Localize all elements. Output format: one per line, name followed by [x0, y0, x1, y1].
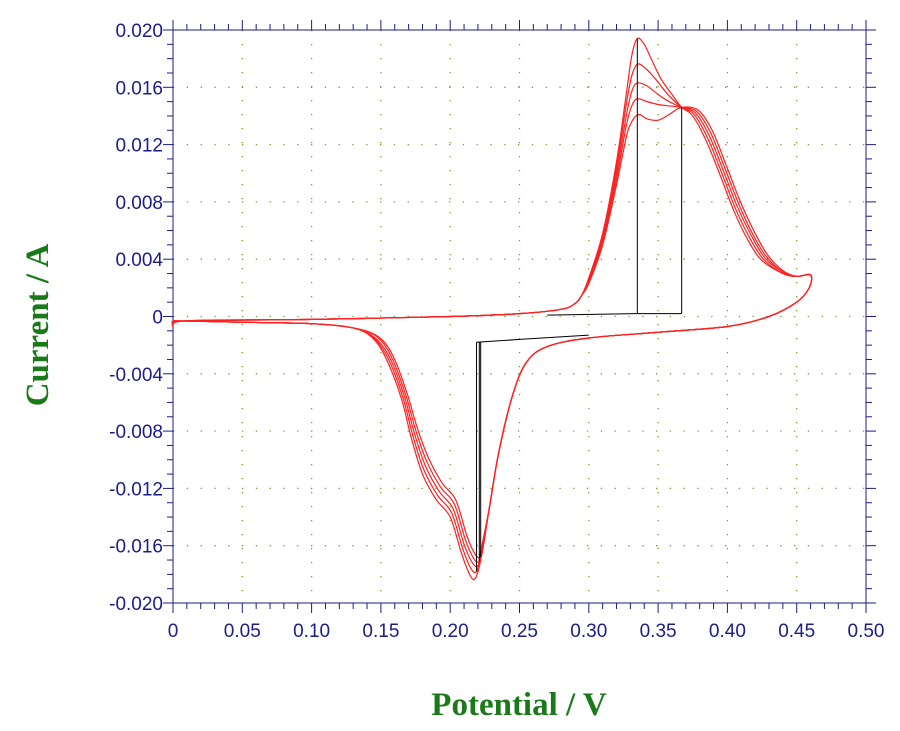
x-tick-label: 0.50	[848, 621, 885, 642]
baseline-marker-cathodic-baseline	[476, 334, 589, 343]
y-tick-label: 0.016	[115, 78, 163, 99]
axis-ticks	[163, 20, 876, 613]
baseline-marker-anodic-baseline	[547, 313, 682, 316]
x-tick-labels: 0 0.05 0.10 0.15 0.20 0.25 0.30 0.35 0.40 0.45 0.5…	[168, 621, 885, 642]
baseline-markers	[476, 38, 683, 572]
x-tick-label: 0.30	[570, 621, 607, 642]
y-tick-label: 0.020	[115, 21, 163, 42]
x-tick-label: 0.15	[362, 621, 399, 642]
y-tick-label: 0.012	[115, 136, 163, 157]
series-line-cycle-5	[171, 106, 813, 559]
series-line-cycle-1	[171, 37, 813, 581]
series-group	[171, 37, 813, 581]
y-tick-label: 0.004	[115, 250, 163, 271]
y-axis-title: Current / A	[20, 244, 56, 407]
y-tick-label: -0.020	[109, 594, 163, 615]
x-tick-label: 0.05	[224, 621, 261, 642]
grid	[173, 30, 866, 603]
x-tick-label: 0.25	[501, 621, 538, 642]
y-tick-labels: 0.020 0.016 0.012 0.008 0.004 0 -0.004 -0.008 -0…	[109, 21, 163, 615]
y-tick-label: -0.008	[109, 422, 163, 443]
y-tick-label: 0.008	[115, 193, 163, 214]
plot-frame	[172, 29, 867, 604]
x-tick-label: 0.20	[432, 621, 469, 642]
y-tick-label: 0	[152, 308, 163, 329]
y-tick-label: -0.004	[109, 365, 163, 386]
y-tick-label: -0.016	[109, 537, 163, 558]
x-tick-label: 0.40	[709, 621, 746, 642]
x-tick-label: 0.10	[293, 621, 330, 642]
x-axis-title: Potential / V	[431, 687, 607, 723]
x-tick-label: 0.35	[640, 621, 677, 642]
y-tick-label: -0.012	[109, 479, 163, 500]
x-tick-label: 0.45	[778, 621, 815, 642]
x-tick-label: 0	[168, 621, 179, 642]
